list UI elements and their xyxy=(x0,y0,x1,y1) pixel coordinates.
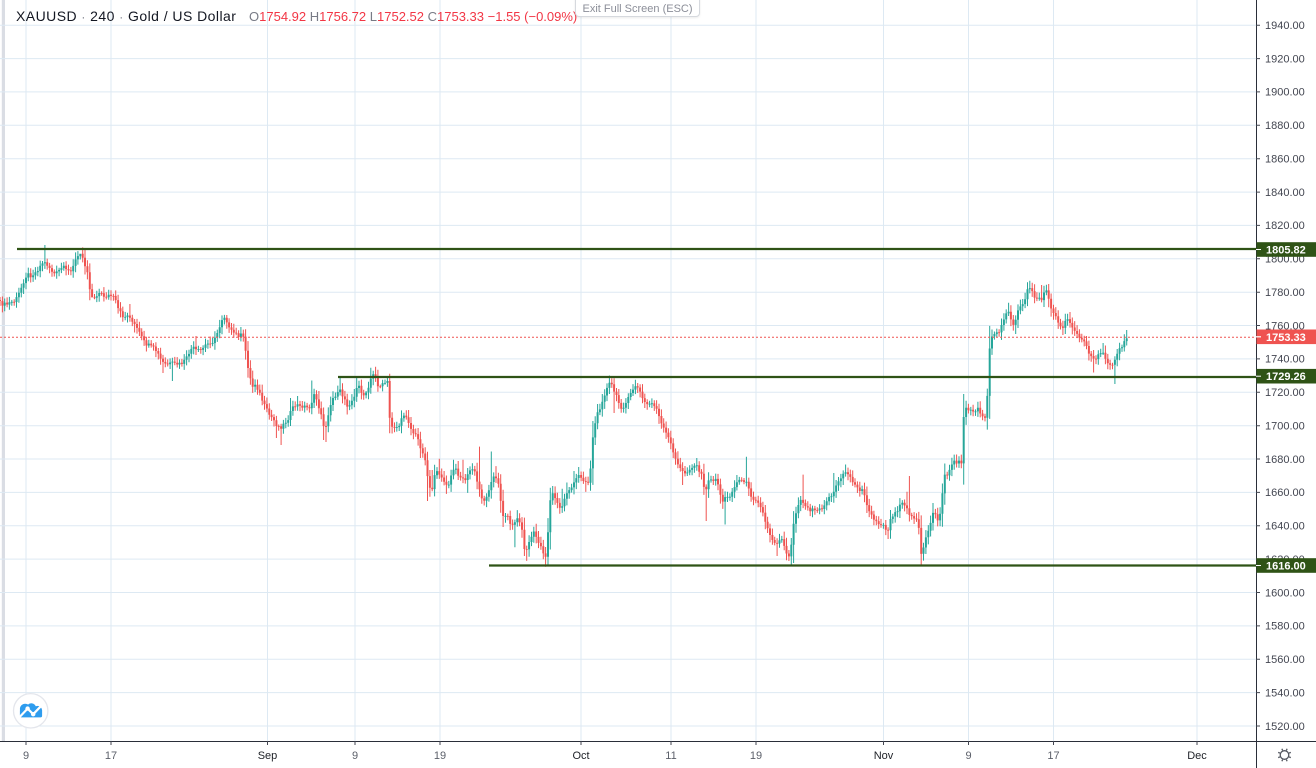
svg-text:1640.00: 1640.00 xyxy=(1265,521,1305,533)
svg-text:Dec: Dec xyxy=(1187,750,1207,762)
svg-text:9: 9 xyxy=(23,750,29,762)
svg-text:1680.00: 1680.00 xyxy=(1265,454,1305,466)
svg-text:1720.00: 1720.00 xyxy=(1265,387,1305,399)
svg-text:1780.00: 1780.00 xyxy=(1265,287,1305,299)
svg-text:1920.00: 1920.00 xyxy=(1265,53,1305,65)
svg-text:1900.00: 1900.00 xyxy=(1265,87,1305,99)
svg-text:1860.00: 1860.00 xyxy=(1265,154,1305,166)
svg-text:11: 11 xyxy=(665,750,676,762)
svg-text:19: 19 xyxy=(750,750,762,762)
svg-text:1660.00: 1660.00 xyxy=(1265,487,1305,499)
svg-text:1616.00: 1616.00 xyxy=(1266,561,1306,573)
svg-text:17: 17 xyxy=(1047,750,1059,762)
svg-text:Oct: Oct xyxy=(572,750,589,762)
svg-text:1740.00: 1740.00 xyxy=(1265,354,1305,366)
svg-text:9: 9 xyxy=(352,750,358,762)
svg-text:9: 9 xyxy=(965,750,971,762)
svg-text:1700.00: 1700.00 xyxy=(1265,421,1305,433)
svg-text:17: 17 xyxy=(105,750,117,762)
svg-text:Nov: Nov xyxy=(874,750,894,762)
svg-text:1805.82: 1805.82 xyxy=(1266,245,1306,257)
svg-text:1540.00: 1540.00 xyxy=(1265,687,1305,699)
svg-text:1600.00: 1600.00 xyxy=(1265,587,1305,599)
svg-text:1580.00: 1580.00 xyxy=(1265,621,1305,633)
svg-text:1729.26: 1729.26 xyxy=(1266,371,1306,383)
svg-text:1840.00: 1840.00 xyxy=(1265,187,1305,199)
svg-text:1940.00: 1940.00 xyxy=(1265,20,1305,32)
svg-text:1753.33: 1753.33 xyxy=(1266,332,1306,344)
svg-text:1820.00: 1820.00 xyxy=(1265,220,1305,232)
svg-text:1560.00: 1560.00 xyxy=(1265,654,1305,666)
svg-text:19: 19 xyxy=(434,750,446,762)
svg-text:1760.00: 1760.00 xyxy=(1265,320,1305,332)
svg-text:1520.00: 1520.00 xyxy=(1265,721,1305,733)
svg-text:1880.00: 1880.00 xyxy=(1265,120,1305,132)
svg-text:Sep: Sep xyxy=(258,750,278,762)
